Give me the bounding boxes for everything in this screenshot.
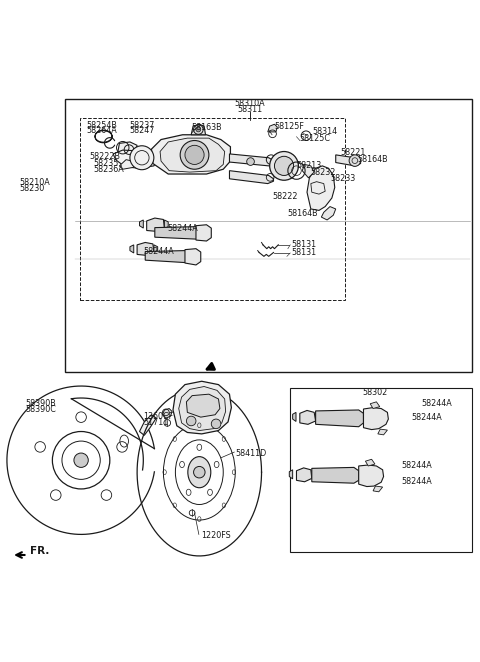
Text: 58233: 58233 bbox=[330, 174, 355, 183]
Text: 58244A: 58244A bbox=[402, 477, 432, 487]
Polygon shape bbox=[312, 467, 359, 483]
Polygon shape bbox=[229, 154, 275, 166]
Text: 58314: 58314 bbox=[313, 127, 338, 136]
Polygon shape bbox=[336, 155, 360, 166]
Polygon shape bbox=[113, 150, 158, 168]
Circle shape bbox=[196, 127, 201, 132]
Polygon shape bbox=[118, 142, 137, 155]
Text: 58232: 58232 bbox=[311, 167, 336, 177]
Polygon shape bbox=[160, 138, 225, 172]
Polygon shape bbox=[179, 387, 226, 430]
Polygon shape bbox=[186, 394, 220, 417]
Polygon shape bbox=[373, 486, 383, 492]
Text: 58254B: 58254B bbox=[86, 120, 117, 130]
Circle shape bbox=[247, 158, 254, 166]
Polygon shape bbox=[370, 402, 380, 408]
Text: 58221: 58221 bbox=[340, 148, 366, 158]
Text: 58213: 58213 bbox=[297, 162, 322, 170]
Polygon shape bbox=[162, 408, 172, 418]
Text: 1220FS: 1220FS bbox=[201, 532, 230, 540]
Text: 58244A: 58244A bbox=[144, 246, 174, 256]
Polygon shape bbox=[365, 459, 375, 466]
Circle shape bbox=[180, 140, 209, 169]
Polygon shape bbox=[147, 218, 164, 232]
Text: 58311: 58311 bbox=[237, 105, 262, 114]
Circle shape bbox=[275, 156, 294, 175]
Polygon shape bbox=[130, 245, 134, 253]
Text: 58237: 58237 bbox=[129, 120, 155, 130]
Text: FR.: FR. bbox=[30, 546, 50, 556]
Text: 58236A: 58236A bbox=[93, 165, 124, 173]
Text: 58222B: 58222B bbox=[89, 152, 120, 161]
Circle shape bbox=[74, 453, 88, 467]
Text: 58210A: 58210A bbox=[20, 178, 50, 187]
Polygon shape bbox=[300, 410, 316, 424]
Polygon shape bbox=[152, 135, 230, 174]
Polygon shape bbox=[140, 220, 144, 228]
Text: 1360CF: 1360CF bbox=[144, 412, 173, 420]
Polygon shape bbox=[307, 166, 335, 211]
Circle shape bbox=[193, 467, 205, 478]
Bar bbox=[65, 99, 472, 371]
Text: 58264A: 58264A bbox=[86, 126, 117, 136]
Polygon shape bbox=[322, 207, 336, 220]
Text: 58164B: 58164B bbox=[357, 155, 388, 164]
Polygon shape bbox=[154, 245, 157, 253]
Polygon shape bbox=[145, 251, 188, 263]
Polygon shape bbox=[137, 242, 154, 256]
Text: 58244A: 58244A bbox=[167, 224, 198, 232]
Polygon shape bbox=[229, 171, 274, 183]
Polygon shape bbox=[312, 470, 315, 479]
Polygon shape bbox=[316, 412, 319, 422]
Text: 58131: 58131 bbox=[292, 240, 317, 250]
Polygon shape bbox=[120, 160, 134, 169]
Text: 58390B: 58390B bbox=[25, 399, 56, 408]
Text: 58125F: 58125F bbox=[275, 122, 304, 130]
Bar bbox=[80, 118, 345, 300]
Polygon shape bbox=[316, 410, 363, 427]
Ellipse shape bbox=[188, 457, 211, 488]
Bar bbox=[290, 389, 472, 552]
Text: 58247: 58247 bbox=[129, 126, 155, 136]
Polygon shape bbox=[196, 224, 211, 241]
Text: 58244A: 58244A bbox=[411, 412, 442, 422]
Polygon shape bbox=[140, 415, 156, 436]
Polygon shape bbox=[268, 124, 277, 132]
Text: 58310A: 58310A bbox=[234, 99, 265, 108]
Text: 58302: 58302 bbox=[362, 388, 387, 397]
Polygon shape bbox=[289, 470, 293, 479]
Polygon shape bbox=[164, 220, 168, 228]
Circle shape bbox=[349, 155, 360, 166]
Circle shape bbox=[186, 416, 196, 426]
Polygon shape bbox=[359, 465, 384, 487]
Polygon shape bbox=[173, 381, 231, 434]
Circle shape bbox=[270, 152, 299, 180]
Circle shape bbox=[185, 145, 204, 164]
Polygon shape bbox=[293, 412, 296, 422]
Polygon shape bbox=[155, 226, 199, 239]
Text: 58163B: 58163B bbox=[191, 123, 222, 132]
Text: 58230: 58230 bbox=[20, 184, 45, 193]
Polygon shape bbox=[185, 249, 201, 265]
Polygon shape bbox=[378, 429, 387, 435]
Circle shape bbox=[211, 419, 221, 428]
Polygon shape bbox=[302, 164, 314, 178]
Text: 58390C: 58390C bbox=[25, 405, 57, 414]
Text: 58244A: 58244A bbox=[421, 399, 452, 408]
Text: 51711: 51711 bbox=[144, 418, 168, 428]
Text: 58235: 58235 bbox=[93, 159, 119, 168]
Text: 58125C: 58125C bbox=[300, 134, 331, 143]
Text: 58411D: 58411D bbox=[235, 449, 266, 457]
Polygon shape bbox=[363, 408, 388, 430]
Polygon shape bbox=[297, 468, 312, 482]
Text: 58164B: 58164B bbox=[287, 209, 318, 218]
Text: 58131: 58131 bbox=[292, 248, 317, 258]
Text: 58244A: 58244A bbox=[402, 461, 432, 471]
Circle shape bbox=[130, 146, 154, 169]
Polygon shape bbox=[191, 124, 205, 135]
Text: 58222: 58222 bbox=[273, 193, 298, 201]
